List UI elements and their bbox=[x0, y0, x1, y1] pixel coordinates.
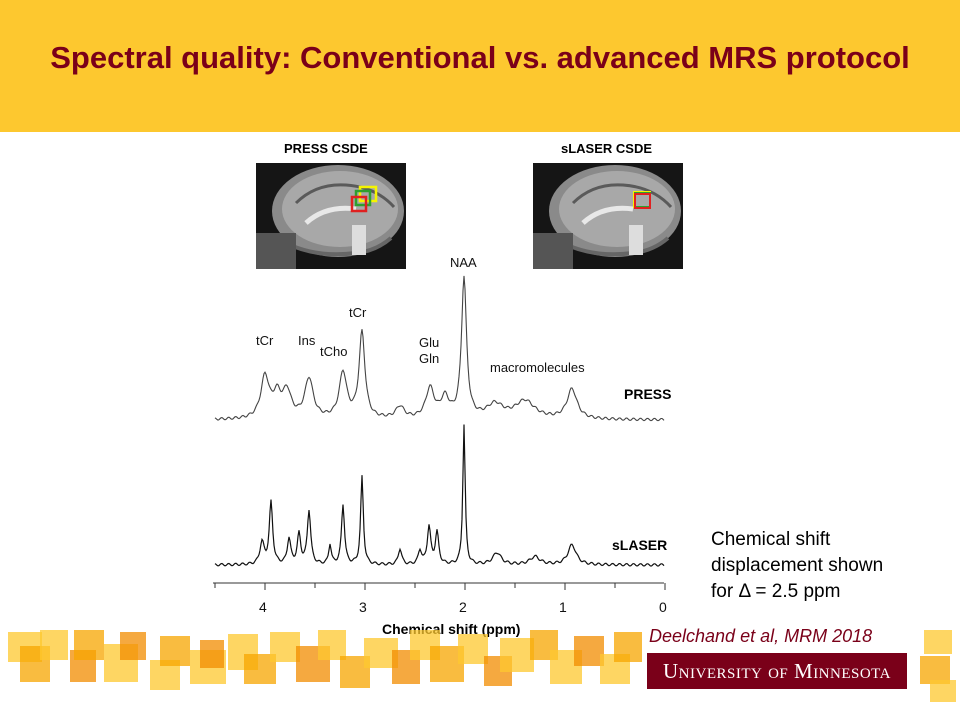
peak-label-glu: Glu bbox=[419, 335, 440, 350]
slaser-mri-image bbox=[533, 163, 683, 269]
press-csde-label: PRESS CSDE bbox=[284, 141, 368, 156]
tick-label-3: 3 bbox=[359, 599, 367, 615]
decorative-squares bbox=[8, 630, 956, 702]
title-banner bbox=[0, 0, 960, 132]
peak-label-tcr-left: tCr bbox=[256, 333, 274, 348]
decorative-square bbox=[74, 630, 104, 660]
press-mri-image bbox=[256, 163, 406, 269]
tick-label-0: 0 bbox=[659, 599, 667, 615]
tick-label-4: 4 bbox=[259, 599, 267, 615]
slaser-csde-label: sLASER CSDE bbox=[561, 141, 653, 156]
university-logo: University of Minnesota bbox=[647, 653, 907, 689]
peak-label-macromolecules: macromolecules bbox=[490, 360, 585, 375]
decorative-square bbox=[458, 634, 488, 664]
decorative-square bbox=[200, 640, 224, 668]
peak-label-gln: Gln bbox=[419, 351, 440, 366]
trace-label-press: PRESS bbox=[624, 386, 672, 402]
x-axis-ticks bbox=[214, 583, 666, 590]
peak-label-tcr-right: tCr bbox=[349, 305, 367, 320]
decorative-square bbox=[40, 630, 68, 660]
note-line-1: Chemical shift bbox=[711, 529, 831, 550]
citation: Deelchand et al, MRM 2018 bbox=[649, 626, 873, 646]
note-line-2: displacement shown bbox=[711, 555, 884, 576]
slaser-spectrum-trace bbox=[214, 424, 665, 567]
decorative-square bbox=[120, 632, 146, 660]
decorative-square bbox=[318, 630, 346, 660]
peak-label-ins: Ins bbox=[298, 333, 316, 348]
tick-label-1: 1 bbox=[559, 599, 567, 615]
note-line-3: for Δ = 2.5 ppm bbox=[711, 581, 841, 602]
decorative-square bbox=[574, 636, 604, 666]
peak-label-naa: NAA bbox=[450, 255, 477, 270]
press-spectrum-trace bbox=[214, 275, 665, 422]
peak-label-tcho: tCho bbox=[320, 344, 348, 359]
tick-label-2: 2 bbox=[459, 599, 467, 615]
decorative-square bbox=[500, 638, 534, 672]
chemical-shift-note: Chemical shift displacement shown for Δ … bbox=[711, 527, 931, 605]
decorative-square bbox=[270, 632, 300, 662]
slide-title: Spectral quality: Conventional vs. advan… bbox=[50, 40, 910, 75]
decorative-square bbox=[160, 636, 190, 666]
decorative-square bbox=[614, 632, 642, 662]
decorative-square bbox=[930, 680, 956, 702]
decorative-square bbox=[920, 656, 950, 684]
trace-label-slaser: sLASER bbox=[612, 537, 668, 553]
decorative-square bbox=[924, 630, 952, 654]
